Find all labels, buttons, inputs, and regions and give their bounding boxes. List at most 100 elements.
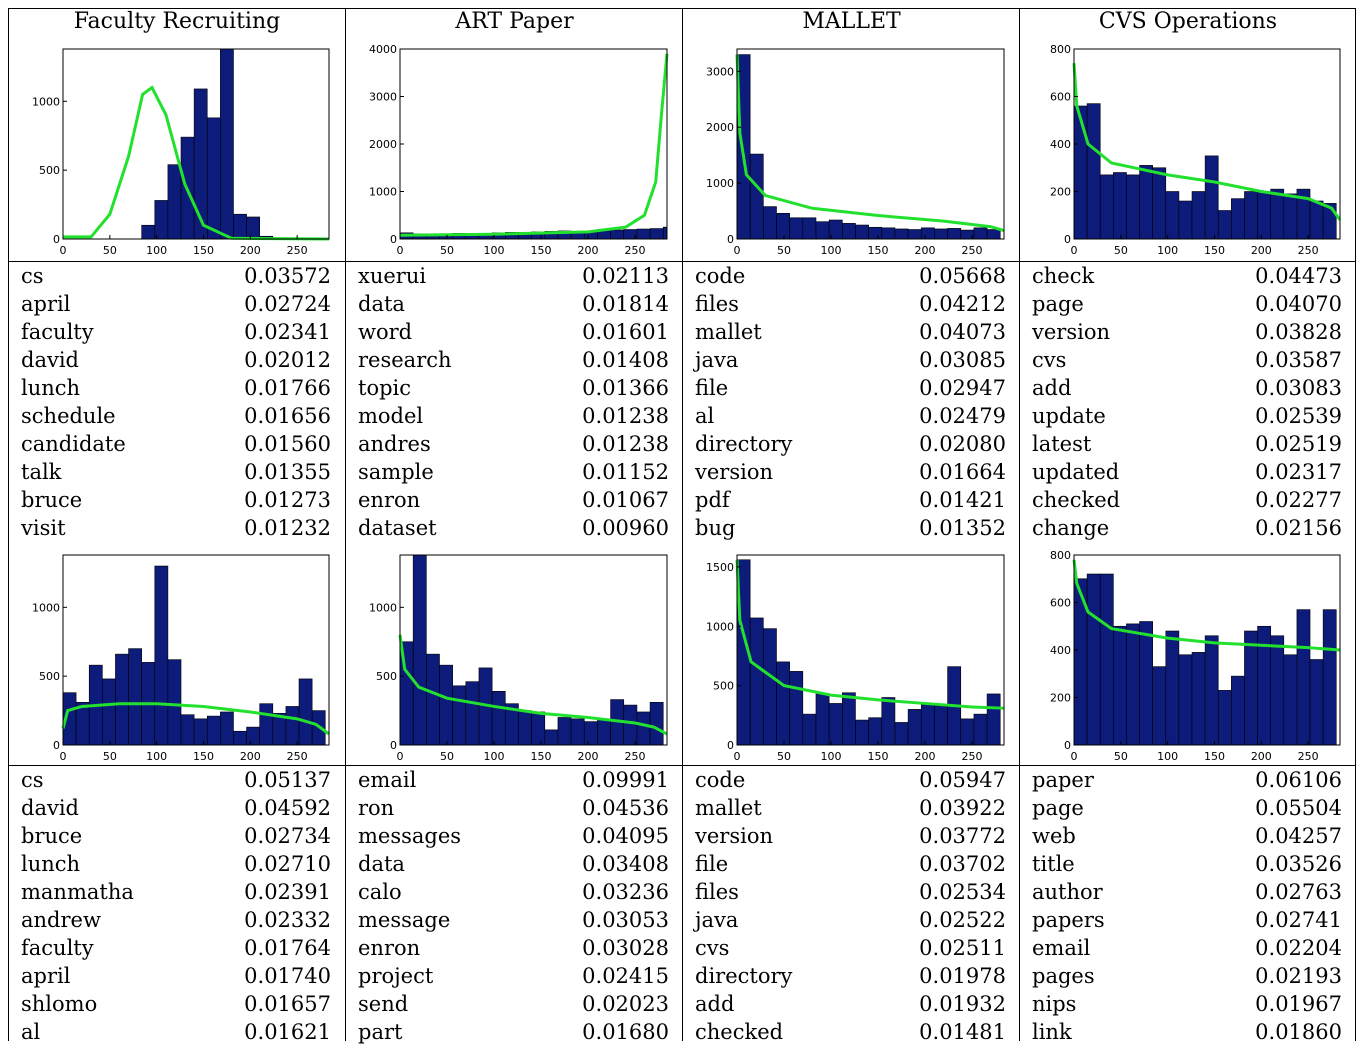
word-row: calo 0.03236 [358,878,669,906]
x-tick-label: 0 [1071,244,1078,257]
word-row: cvs 0.03587 [1032,346,1342,374]
histogram-bar [934,228,948,240]
word: visit [21,516,66,540]
word-row: version 0.03772 [695,822,1006,850]
word-probability: 0.01978 [919,964,1006,988]
x-tick-label: 200 [578,750,599,763]
word-list: xuerui 0.02113 data 0.01814 word 0.01601 resea… [346,261,683,542]
histogram-top-svg: 0 50 100 150 200 250 0 200 400 600 800 [1050,43,1342,257]
x-tick-label: 100 [1157,244,1178,257]
histogram-bar [855,224,869,240]
word-probability: 0.05947 [919,768,1006,792]
word-probability: 0.02193 [1255,964,1342,988]
histogram-bar [1322,609,1337,746]
word-probability: 0.03922 [919,796,1006,820]
histogram-bottom-svg: 0 50 100 150 200 250 0 200 400 600 800 [1050,549,1341,763]
word-row: manmatha 0.02391 [21,878,331,906]
word-row: code 0.05947 [695,766,1006,794]
histogram-bar [102,678,116,746]
histogram-bar [1309,200,1324,240]
x-tick-label: 50 [777,244,791,257]
word: page [1032,292,1084,316]
word-probability: 0.04257 [1255,824,1342,848]
word-probability: 0.01421 [919,488,1006,512]
word-probability: 0.01621 [244,1020,331,1044]
word: link [1032,1020,1072,1044]
word-probability: 0.01352 [919,516,1006,540]
histogram-top: 0 50 100 150 200 250 0 500 1000 [9,35,345,261]
histogram-bar [1217,690,1232,746]
word-probability: 0.02734 [244,824,331,848]
histogram-bar [1113,172,1127,240]
word: nips [1032,992,1077,1016]
histogram-bar [570,718,585,746]
x-tick-label: 100 [484,244,505,257]
histogram-bar [986,693,1001,746]
histogram-bar [636,228,651,240]
histogram-bar [128,648,142,746]
word-row: talk 0.01355 [21,458,331,486]
x-tick-label: 0 [1071,750,1078,763]
word-probability: 0.03236 [582,880,669,904]
word: paper [1032,768,1094,792]
histogram-bar [776,212,790,240]
word-row: bruce 0.02734 [21,822,331,850]
word-row: page 0.05504 [1032,794,1342,822]
word: andres [358,432,431,456]
histogram-bar [763,206,777,240]
histogram-bar [749,153,764,240]
word-probability: 0.01740 [244,964,331,988]
plot-frame [736,554,1005,746]
word-probability: 0.02317 [1255,460,1342,484]
word-row: add 0.01932 [695,990,1006,1018]
x-tick-label: 200 [240,750,261,763]
y-tick-label: 500 [376,670,397,683]
word-row: xuerui 0.02113 [358,262,669,290]
histogram-bar [802,217,817,240]
y-tick-label: 4000 [369,43,397,56]
word-probability: 0.02080 [919,432,1006,456]
y-tick-label: 1000 [369,601,397,614]
word: sample [358,460,434,484]
word-probability: 0.01656 [244,404,331,428]
y-tick-label: 3000 [369,91,397,104]
x-tick-label: 150 [1204,750,1225,763]
word: author [1032,880,1103,904]
word-probability: 0.02204 [1255,936,1342,960]
x-tick-label: 150 [193,750,214,763]
histogram-bottom: 0 50 100 150 200 250 0 500 1000 [9,541,345,767]
histogram-bar [1165,630,1180,746]
word-row: updated 0.02317 [1032,458,1342,486]
histogram-bottom-svg: 0 50 100 150 200 250 0 500 1000 [32,554,330,763]
word: april [21,964,71,988]
word-row: cvs 0.02511 [695,934,1006,962]
word-row: update 0.02539 [1032,402,1342,430]
x-tick-label: 250 [625,750,646,763]
word-row: research 0.01408 [358,346,669,374]
word-row: paper 0.06106 [1032,766,1342,794]
topic-column: CVS Operations 0 50 100 150 200 250 0 200 400 600 8… [1019,9,1356,1044]
word-probability: 0.05668 [919,264,1006,288]
word-probability: 0.01967 [1255,992,1342,1016]
histogram-bar [597,718,611,746]
word: candidate [21,432,126,456]
histogram-bar [1270,635,1285,746]
histogram-bar [141,224,156,240]
word-probability: 0.02415 [582,964,669,988]
word: bug [695,516,736,540]
histogram-bar [206,715,221,746]
histogram-bar [1178,200,1193,240]
word-probability: 0.02519 [1255,432,1342,456]
histogram-bottom: 0 50 100 150 200 250 0 500 1000 1500 [683,541,1020,767]
word-row: faculty 0.01764 [21,934,331,962]
y-tick-label: 800 [1050,43,1071,56]
word: page [1032,796,1084,820]
word-row: data 0.03408 [358,850,669,878]
word-row: java 0.02522 [695,906,1006,934]
word: code [695,768,746,792]
histogram-bar [1139,621,1153,746]
histogram-top-svg: 0 50 100 150 200 250 0 1000 2000 3000 4000 [369,43,669,257]
word: cvs [1032,348,1067,372]
x-tick-label: 100 [821,244,842,257]
word: checked [1032,488,1121,512]
